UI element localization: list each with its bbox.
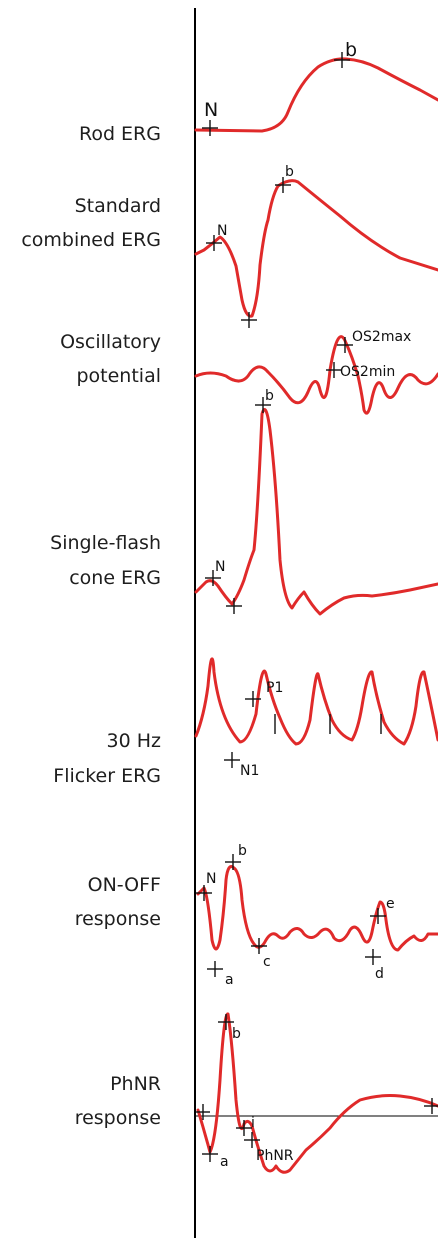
flicker-n1-label: N1 <box>240 763 259 779</box>
flicker-erg-panel: P1 N1 <box>194 657 438 779</box>
phnr-b-marker <box>218 1014 234 1030</box>
combined-erg-panel: N b <box>194 164 438 328</box>
row-label-osc-line2: potential <box>76 365 161 387</box>
rod-b-label: b <box>345 39 357 61</box>
osc-max-marker <box>337 337 353 353</box>
onoff-response-trace <box>196 865 438 952</box>
onoff-b-marker <box>225 854 241 870</box>
osc-max-label: OS2max <box>352 329 411 345</box>
onoff-c-marker <box>251 938 267 954</box>
onoff-n-marker <box>196 885 212 901</box>
onoff-d-marker <box>365 949 381 965</box>
cone-erg-panel: N b <box>194 388 438 616</box>
rod-erg-trace <box>194 57 438 133</box>
combined-n-marker <box>206 235 222 251</box>
phnr-i-label: i <box>251 1115 255 1131</box>
row-label-osc-line1: Oscillatory <box>60 331 161 353</box>
phnr-response-trace <box>196 1012 438 1174</box>
rod-erg-panel: N b <box>194 39 438 136</box>
rod-n-label: N <box>204 99 218 121</box>
combined-b-label: b <box>285 164 294 180</box>
row-label-cone-line2: cone ERG <box>69 567 161 589</box>
onoff-e-label: e <box>386 896 395 912</box>
row-label-flicker-line1: 30 Hz <box>107 730 162 752</box>
flicker-erg-trace <box>194 657 438 746</box>
cone-a-marker <box>226 598 242 614</box>
row-label-phnr-line1: PhNR <box>110 1073 161 1095</box>
phnr-i-marker <box>236 1120 252 1136</box>
flicker-p1-marker <box>245 691 261 707</box>
rod-n-marker <box>202 120 218 136</box>
osc-min-label: OS2min <box>340 364 395 380</box>
onoff-a-marker <box>207 961 223 977</box>
flicker-n1-marker <box>224 752 240 768</box>
onoff-e-marker <box>370 908 386 924</box>
phnr-b-label: b <box>232 1026 241 1042</box>
osc-potential-trace <box>194 335 438 415</box>
row-label-cone-line1: Single-flash <box>50 532 161 554</box>
cone-n-label: N <box>215 559 225 575</box>
row-label-onoff-line2: response <box>75 908 161 930</box>
row-label-combined-line2: combined ERG <box>21 229 161 251</box>
onoff-response-panel: N a b c d e <box>196 843 438 988</box>
row-label-phnr-line2: response <box>75 1107 161 1129</box>
onoff-b-label: b <box>238 843 247 859</box>
onoff-c-label: c <box>263 954 271 970</box>
phnr-end-marker <box>424 1098 438 1114</box>
onoff-d-label: d <box>375 966 384 982</box>
cone-n-marker <box>205 570 221 586</box>
combined-erg-trace <box>194 179 438 318</box>
row-label-flicker-line2: Flicker ERG <box>53 765 161 787</box>
row-label-rod-erg: Rod ERG <box>79 123 161 145</box>
combined-a-marker <box>241 312 257 328</box>
phnr-response-panel: a b i PhNR <box>196 1012 438 1174</box>
combined-n-label: N <box>217 223 227 239</box>
phnr-trough-marker <box>244 1132 260 1148</box>
row-labels: Rod ERG Standard combined ERG Oscillator… <box>21 123 161 1129</box>
phnr-a-label: a <box>220 1154 229 1170</box>
onoff-n-label: N <box>206 871 216 887</box>
combined-b-marker <box>275 177 291 193</box>
row-label-onoff-line1: ON-OFF <box>88 874 161 896</box>
onoff-a-label: a <box>225 972 234 988</box>
cone-erg-trace <box>194 408 438 616</box>
cone-b-label: b <box>265 388 274 404</box>
phnr-zero-marker <box>196 1104 210 1120</box>
flicker-p1-label: P1 <box>266 680 283 696</box>
osc-min-marker <box>326 362 342 378</box>
phnr-a-marker <box>202 1146 218 1162</box>
osc-potential-panel: OS2max OS2min <box>194 329 438 415</box>
cone-b-marker <box>255 397 271 413</box>
rod-b-marker <box>334 52 350 68</box>
phnr-trough-label: PhNR <box>256 1148 294 1164</box>
row-label-combined-line1: Standard <box>75 195 161 217</box>
